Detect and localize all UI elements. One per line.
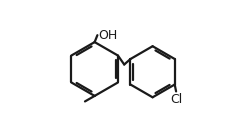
Text: OH: OH — [98, 29, 117, 42]
Text: Cl: Cl — [170, 93, 182, 106]
